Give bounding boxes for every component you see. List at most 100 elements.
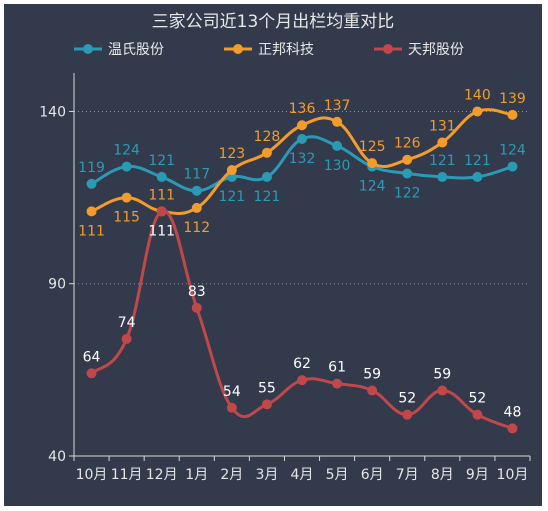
data-point[interactable] bbox=[86, 368, 97, 379]
data-label: 121 bbox=[218, 189, 245, 205]
x-tick-label: 10月 bbox=[76, 467, 108, 483]
data-point[interactable] bbox=[507, 109, 518, 120]
legend-item-3[interactable]: 天邦股份 bbox=[374, 42, 464, 58]
data-label: 111 bbox=[78, 223, 105, 239]
legend-swatch-dot bbox=[383, 44, 393, 54]
grid-lines bbox=[74, 110, 530, 285]
data-label: 52 bbox=[398, 391, 416, 407]
x-tick-label: 2月 bbox=[220, 467, 243, 483]
data-point[interactable] bbox=[191, 302, 202, 313]
x-tick-label: 10月 bbox=[497, 467, 529, 483]
chart-title: 三家公司近13个月出栏均重对比 bbox=[152, 12, 395, 32]
series-3[interactable] bbox=[86, 206, 518, 434]
data-point[interactable] bbox=[226, 402, 237, 413]
data-point[interactable] bbox=[507, 423, 518, 434]
data-point[interactable] bbox=[437, 137, 448, 148]
y-tick-label: 140 bbox=[39, 104, 66, 120]
data-label: 132 bbox=[289, 151, 316, 167]
data-point[interactable] bbox=[261, 171, 272, 182]
data-label: 137 bbox=[324, 98, 351, 114]
data-point[interactable] bbox=[121, 333, 132, 344]
data-label: 128 bbox=[254, 129, 281, 145]
x-tick-label: 3月 bbox=[255, 467, 278, 483]
data-label: 83 bbox=[188, 284, 206, 300]
legend-label: 天邦股份 bbox=[408, 42, 464, 58]
data-point[interactable] bbox=[472, 106, 483, 117]
data-point[interactable] bbox=[86, 178, 97, 189]
data-point[interactable] bbox=[191, 202, 202, 213]
data-label: 126 bbox=[394, 136, 421, 152]
data-point[interactable] bbox=[261, 399, 272, 410]
data-point[interactable] bbox=[226, 165, 237, 176]
legend-item-2[interactable]: 正邦科技 bbox=[224, 42, 314, 58]
legend-swatch-dot bbox=[233, 44, 243, 54]
data-label: 119 bbox=[78, 160, 105, 176]
data-point[interactable] bbox=[332, 378, 343, 389]
data-point[interactable] bbox=[297, 134, 307, 145]
x-tick-label: 7月 bbox=[396, 467, 419, 483]
x-tick-label: 11月 bbox=[111, 467, 143, 483]
data-label: 131 bbox=[429, 118, 456, 134]
legend[interactable]: 温氏股份 正邦科技 天邦股份 bbox=[74, 42, 464, 58]
y-tick-label: 40 bbox=[48, 449, 66, 465]
data-point[interactable] bbox=[437, 385, 448, 396]
data-label: 111 bbox=[148, 223, 175, 239]
data-point[interactable] bbox=[332, 116, 343, 127]
x-tick-label: 12月 bbox=[146, 467, 178, 483]
data-point[interactable] bbox=[86, 206, 97, 217]
data-point[interactable] bbox=[472, 409, 483, 420]
legend-label: 温氏股份 bbox=[108, 42, 164, 58]
data-point[interactable] bbox=[437, 171, 448, 182]
data-label: 62 bbox=[293, 356, 311, 372]
data-point[interactable] bbox=[156, 171, 167, 182]
data-label: 52 bbox=[468, 391, 486, 407]
data-point[interactable] bbox=[367, 158, 378, 169]
data-point[interactable] bbox=[367, 385, 378, 396]
data-point[interactable] bbox=[261, 147, 272, 158]
data-point[interactable] bbox=[297, 375, 307, 386]
data-label: 59 bbox=[433, 367, 451, 383]
data-label: 125 bbox=[359, 139, 386, 155]
data-point[interactable] bbox=[402, 168, 413, 179]
data-label: 139 bbox=[499, 91, 526, 107]
x-tick-label: 4月 bbox=[291, 467, 314, 483]
data-label: 121 bbox=[148, 153, 175, 169]
x-tick-label: 9月 bbox=[466, 467, 489, 483]
data-point[interactable] bbox=[507, 161, 518, 172]
data-label: 122 bbox=[394, 185, 421, 201]
legend-swatch-dot bbox=[83, 44, 93, 54]
data-label: 54 bbox=[223, 384, 241, 400]
data-label: 124 bbox=[499, 143, 526, 159]
data-label: 124 bbox=[359, 179, 386, 195]
data-point[interactable] bbox=[402, 409, 413, 420]
data-label: 59 bbox=[363, 367, 381, 383]
data-point[interactable] bbox=[402, 154, 413, 165]
data-labels: 119 124 121 117 121 121 132 130 124 122 121 121 124 1… bbox=[78, 87, 526, 420]
data-point[interactable] bbox=[191, 185, 202, 196]
data-point[interactable] bbox=[332, 140, 343, 151]
data-point[interactable] bbox=[121, 192, 132, 203]
data-label: 74 bbox=[118, 315, 136, 331]
data-point[interactable] bbox=[156, 206, 167, 217]
data-label: 117 bbox=[183, 167, 210, 183]
series-line[interactable] bbox=[90, 209, 514, 430]
data-label: 112 bbox=[183, 220, 210, 236]
chart-panel: 三家公司近13个月出栏均重对比 温氏股份 正邦科技 天邦股份 40 90 140 10月 1… bbox=[4, 4, 542, 506]
data-point[interactable] bbox=[297, 120, 307, 131]
legend-label: 正邦科技 bbox=[258, 42, 314, 58]
data-label: 140 bbox=[464, 87, 491, 103]
data-point[interactable] bbox=[472, 171, 483, 182]
data-label: 115 bbox=[113, 210, 140, 226]
data-label: 55 bbox=[258, 380, 276, 396]
data-label: 61 bbox=[328, 360, 346, 376]
data-point[interactable] bbox=[121, 161, 132, 172]
data-label: 124 bbox=[113, 143, 140, 159]
data-label: 136 bbox=[289, 101, 316, 117]
legend-item-1[interactable]: 温氏股份 bbox=[74, 42, 164, 58]
series-1[interactable] bbox=[86, 134, 518, 196]
data-label: 121 bbox=[254, 189, 281, 205]
data-label: 121 bbox=[429, 153, 456, 169]
data-label: 48 bbox=[504, 404, 522, 420]
data-label: 111 bbox=[148, 187, 175, 203]
